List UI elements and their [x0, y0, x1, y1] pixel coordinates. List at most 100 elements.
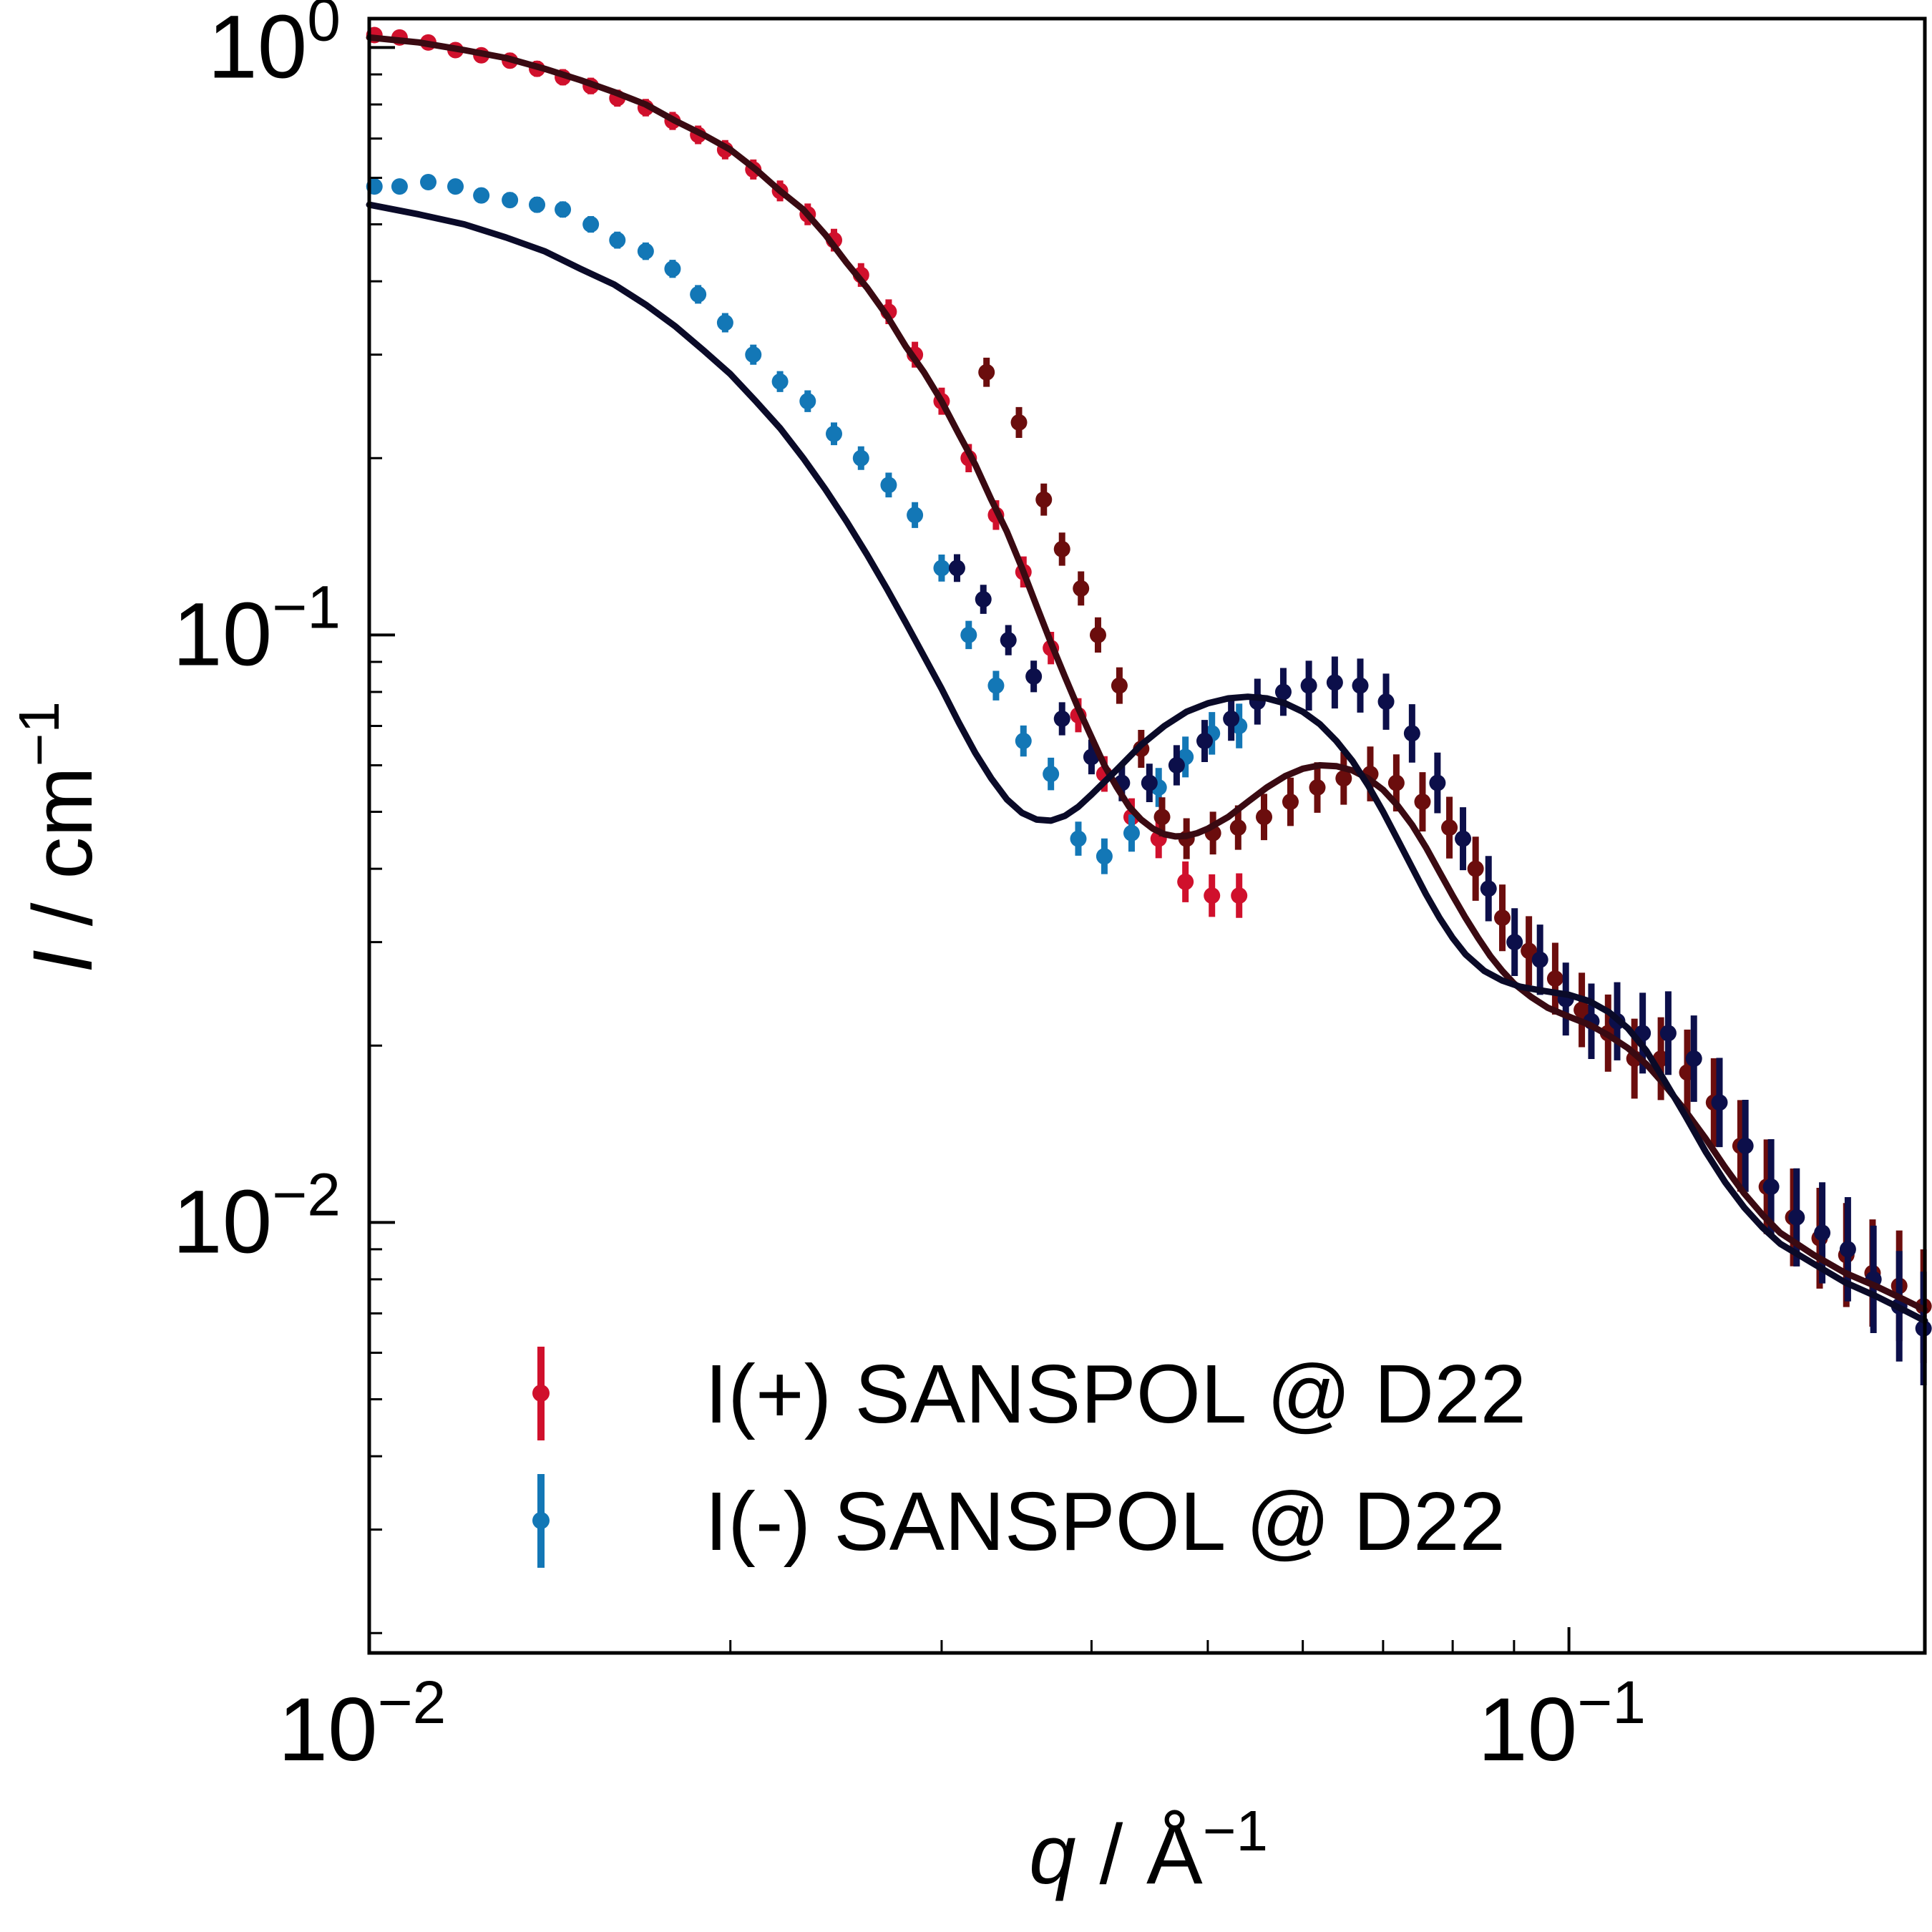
x-tick-label: 10−1 — [1478, 1669, 1646, 1780]
series-0-overlay-point — [1494, 909, 1511, 927]
series-1-overlay-point — [1531, 951, 1548, 968]
series-1-overlay-point — [1141, 774, 1158, 791]
series-1-overlay-point — [1403, 725, 1420, 742]
series-1-overlay-point — [1814, 1224, 1831, 1241]
series-1-overlay-point — [1274, 683, 1292, 701]
series-1-point — [582, 216, 600, 233]
series-0-overlay-point — [1282, 794, 1299, 811]
series-1-overlay-point — [1377, 693, 1395, 711]
series-1-overlay-point — [1223, 711, 1240, 728]
x-axis-unit-exponent: −1 — [1203, 1799, 1268, 1863]
series-0-overlay-point — [978, 364, 995, 381]
series-1-point — [1070, 830, 1087, 847]
x-axis-unit: Å — [1146, 1807, 1203, 1902]
series-1-overlay-point — [1168, 757, 1185, 774]
series-1-point — [1015, 733, 1032, 750]
y-tick-label-exponent: −1 — [272, 573, 341, 640]
series-0-overlay-point — [1053, 540, 1070, 557]
series-1-point — [1123, 824, 1140, 841]
x-tick-label-base: 10 — [1478, 1680, 1577, 1780]
y-tick-label-base: 10 — [172, 585, 272, 684]
legend-marker — [532, 1512, 550, 1529]
series-1-overlay-point — [1300, 677, 1317, 694]
series-0-overlay-point — [1521, 942, 1538, 960]
series-1-point — [690, 286, 707, 303]
series-0-overlay-point — [1574, 1001, 1591, 1018]
legend-label: I(+) SANSPOL @ D22 — [705, 1347, 1526, 1440]
series-1-overlay-point — [1429, 774, 1446, 791]
series-1-overlay-point — [1053, 711, 1070, 728]
legend-marker — [532, 1385, 550, 1402]
series-1-point — [852, 449, 869, 467]
plot-frame — [367, 16, 1927, 1655]
y-tick-label: 10−2 — [172, 1161, 341, 1272]
x-tick-label-exponent: −2 — [378, 1669, 447, 1736]
series-1-overlay-point — [1506, 934, 1523, 951]
series-1-point — [799, 393, 816, 410]
legend-label: I(-) SANSPOL @ D22 — [705, 1475, 1506, 1568]
x-axis-label: q / Å−1 — [1029, 1799, 1268, 1902]
series-1-overlay-point — [975, 591, 992, 608]
y-tick-label-exponent: −2 — [272, 1161, 341, 1228]
y-tick-label-base: 10 — [208, 0, 307, 97]
series-0-overlay-point — [1467, 860, 1484, 877]
series-0-overlay-point — [1546, 970, 1563, 987]
series-0-overlay-point — [1387, 774, 1405, 791]
series-1-point — [609, 232, 626, 249]
series-0-overlay-point — [1309, 779, 1326, 796]
fit-line-1 — [366, 201, 1928, 1324]
series-1-point — [447, 178, 464, 195]
series-0-point — [1231, 887, 1248, 904]
y-axis-label: I / cm−1 — [7, 701, 110, 973]
series-1-overlay-point — [1455, 830, 1472, 847]
series-1-overlay-point — [1711, 1094, 1728, 1111]
series-1-overlay-point — [1000, 632, 1017, 649]
series-1-point — [826, 425, 843, 442]
series-1-overlay-point — [1659, 1025, 1677, 1042]
x-tick-label: 10−2 — [278, 1669, 447, 1780]
y-tick-label: 100 — [208, 0, 341, 97]
series-0-overlay-point — [1010, 414, 1028, 431]
series-1-overlay-point — [948, 560, 965, 577]
series-1-overlay-point — [1480, 880, 1497, 897]
series-1-point — [1096, 848, 1113, 865]
series-1-overlay-point — [1788, 1209, 1805, 1226]
series-0-overlay-point — [1035, 491, 1053, 508]
series-1-point — [933, 560, 950, 577]
series-1-overlay-point — [1352, 677, 1369, 694]
legend: I(+) SANSPOL @ D22 I(-) SANSPOL @ D22 — [532, 1347, 1526, 1568]
series-1-overlay-point — [1326, 674, 1343, 691]
y-axis-unit-exponent: −1 — [7, 701, 71, 766]
y-axis-variable: I — [16, 950, 110, 973]
y-tick-label-base: 10 — [172, 1172, 272, 1272]
series-1-overlay-point — [1762, 1179, 1780, 1196]
series-1-overlay-point — [1196, 733, 1214, 750]
series-1-point — [1043, 766, 1060, 783]
series-1-point — [420, 174, 437, 191]
series-1-overlay-point — [1685, 1050, 1702, 1068]
y-tick-label: 10−1 — [172, 573, 341, 684]
x-tick-label-exponent: −1 — [1577, 1669, 1646, 1736]
series-1-point — [987, 677, 1005, 694]
series-1-point — [555, 201, 572, 218]
series-0-overlay-point — [1089, 626, 1106, 643]
series-1-point — [473, 187, 490, 204]
x-axis-separator: / — [1076, 1807, 1146, 1902]
series-1-overlay-point — [1737, 1137, 1754, 1154]
series-1-point — [664, 260, 681, 278]
series-1-point — [502, 192, 519, 209]
series-1-point — [529, 196, 546, 213]
series-1-point — [716, 314, 733, 331]
series-0-overlay-point — [1073, 580, 1090, 597]
y-axis-unit: cm — [16, 766, 110, 879]
series-1-overlay-point — [1839, 1241, 1856, 1258]
x-tick-label-base: 10 — [278, 1680, 378, 1780]
x-axis-variable: q — [1029, 1807, 1076, 1902]
series-0-overlay-point — [1441, 819, 1458, 836]
series-1-overlay-point — [1025, 668, 1043, 685]
series-1-point — [391, 178, 408, 195]
series-0-point — [1177, 873, 1194, 890]
fit-line-0 — [366, 34, 1928, 1313]
